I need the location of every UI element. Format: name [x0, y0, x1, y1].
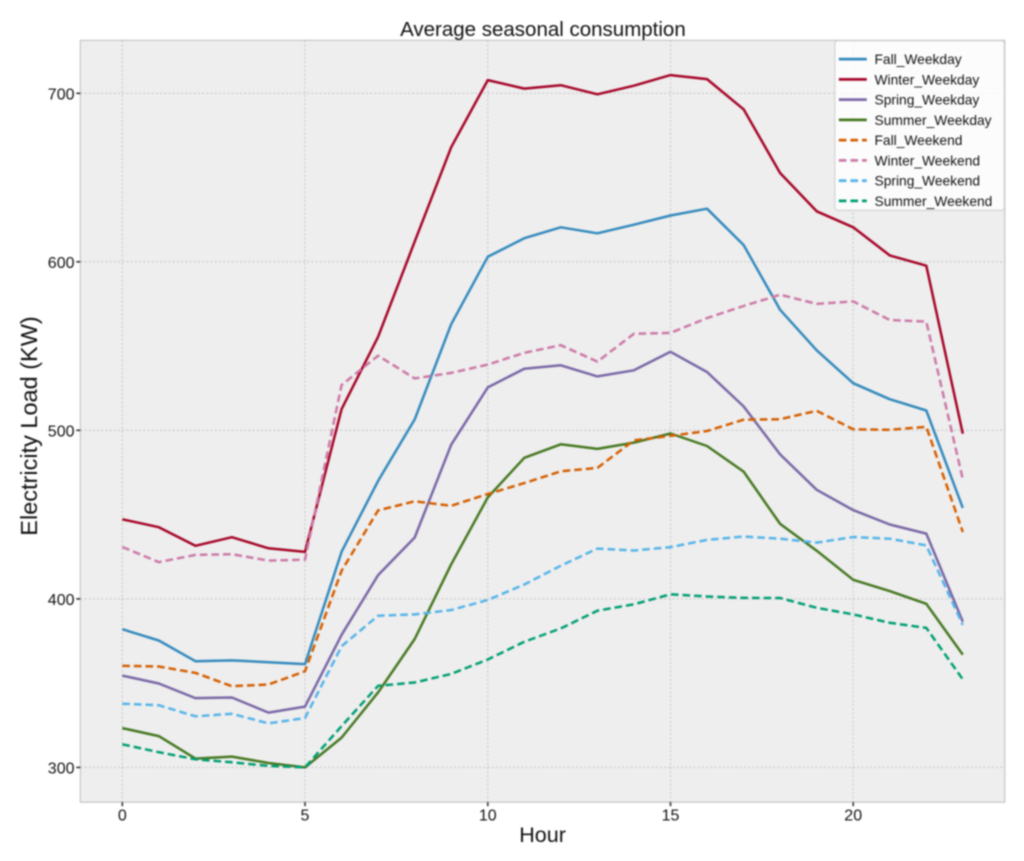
svg-text:300: 300	[48, 761, 75, 778]
svg-text:Spring_Weekday: Spring_Weekday	[875, 93, 980, 108]
svg-text:Spring_Weekend: Spring_Weekend	[875, 174, 981, 189]
svg-text:Winter_Weekend: Winter_Weekend	[875, 153, 981, 168]
svg-text:Electricity Load (KW): Electricity Load (KW)	[16, 316, 42, 535]
svg-text:5: 5	[301, 808, 310, 825]
svg-text:700: 700	[48, 87, 75, 104]
svg-text:0: 0	[118, 808, 127, 825]
svg-text:Fall_Weekday: Fall_Weekday	[875, 52, 962, 67]
svg-text:Hour: Hour	[519, 823, 566, 847]
svg-text:Fall_Weekend: Fall_Weekend	[875, 133, 963, 148]
svg-text:Winter_Weekday: Winter_Weekday	[875, 72, 980, 87]
svg-text:400: 400	[48, 592, 75, 609]
svg-text:600: 600	[48, 255, 75, 272]
svg-text:Summer_Weekday: Summer_Weekday	[875, 113, 992, 128]
svg-text:500: 500	[48, 424, 75, 441]
svg-text:Average seasonal consumption: Average seasonal consumption	[400, 18, 686, 41]
svg-text:20: 20	[844, 808, 862, 825]
svg-text:10: 10	[479, 808, 497, 825]
svg-text:Summer_Weekend: Summer_Weekend	[875, 194, 993, 209]
svg-text:15: 15	[662, 808, 680, 825]
